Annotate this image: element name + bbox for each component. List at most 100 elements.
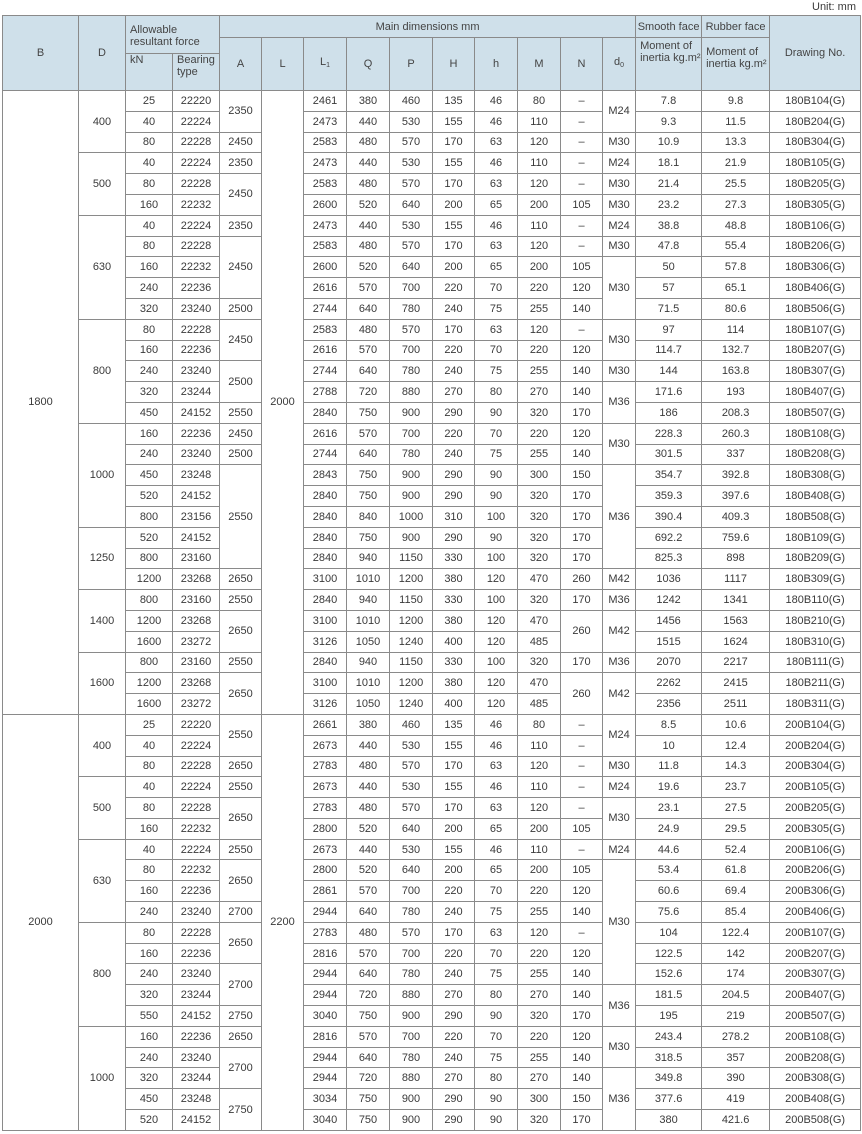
cell-p: 880 bbox=[389, 984, 433, 1007]
cell-h-upper: 270 bbox=[432, 984, 475, 1007]
cell-d0: M24 bbox=[601, 776, 637, 799]
cell-allowable-force: 160 bbox=[125, 339, 173, 362]
cell-q: 570 bbox=[346, 277, 390, 299]
cell-m: 320 bbox=[517, 547, 561, 570]
cell-moment-smooth: 692.2 bbox=[635, 526, 703, 549]
table-row: 1600 23272 3126 1050 1240 400 120 485 2356 2511 18… bbox=[3, 693, 862, 715]
cell-h-lower: 65 bbox=[474, 859, 518, 882]
cell-l1: 2661 bbox=[303, 713, 347, 736]
cell-drawing-no: 180B508(G) bbox=[769, 505, 862, 528]
cell-l1: 2800 bbox=[303, 859, 347, 882]
cell-h-upper: 220 bbox=[432, 880, 475, 903]
cell-d0: M30 bbox=[601, 318, 637, 362]
cell-h-lower: 63 bbox=[474, 131, 518, 154]
cell-a: 2500 bbox=[219, 297, 262, 320]
cell-h-lower: 70 bbox=[474, 942, 518, 965]
cell-n: 150 bbox=[560, 464, 603, 487]
cell-moment-smooth: 11.8 bbox=[635, 755, 703, 778]
cell-q: 840 bbox=[346, 505, 390, 528]
cell-m: 320 bbox=[517, 651, 561, 674]
cell-q: 480 bbox=[346, 173, 390, 195]
cell-q: 480 bbox=[346, 755, 390, 778]
cell-a: 2550 bbox=[219, 838, 262, 861]
cell-moment-rubber: 114 bbox=[701, 318, 771, 341]
cell-p: 1240 bbox=[389, 693, 433, 715]
cell-bearing-type: 22228 bbox=[172, 173, 220, 195]
cell-p: 530 bbox=[389, 838, 433, 861]
cell-bearing-type: 22232 bbox=[172, 859, 220, 882]
cell-p: 700 bbox=[389, 880, 433, 903]
cell-n: – bbox=[560, 755, 603, 778]
table-row: 1200 23268 2650 3100 1010 1200 380 120 470 260 M42… bbox=[3, 568, 862, 591]
cell-d0: M36 bbox=[601, 381, 637, 424]
cell-h-upper: 290 bbox=[432, 1005, 475, 1027]
cell-moment-smooth: 171.6 bbox=[635, 381, 703, 403]
cell-h-upper: 220 bbox=[432, 339, 475, 362]
cell-h-lower: 46 bbox=[474, 90, 518, 112]
cell-h-lower: 63 bbox=[474, 797, 518, 819]
cell-drawing-no: 200B107(G) bbox=[769, 921, 862, 944]
cell-m: 120 bbox=[517, 131, 561, 154]
table-row: 240 23240 2500 2744 640 780 240 75 255 140 301.5 33… bbox=[3, 443, 862, 466]
cell-moment-rubber: 25.5 bbox=[701, 173, 771, 195]
cell-h-lower: 80 bbox=[474, 1067, 518, 1090]
cell-drawing-no: 180B211(G) bbox=[769, 672, 862, 695]
cell-allowable-force: 240 bbox=[125, 963, 173, 986]
cell-h-lower: 46 bbox=[474, 214, 518, 237]
cell-h-upper: 290 bbox=[432, 464, 475, 487]
cell-allowable-force: 40 bbox=[125, 776, 173, 799]
cell-q: 480 bbox=[346, 235, 390, 258]
cell-a: 2750 bbox=[219, 1005, 262, 1027]
cell-q: 750 bbox=[346, 485, 390, 507]
table-row: 160 22236 2861 570 700 220 70 220 120 60.6 69.4 200… bbox=[3, 880, 862, 903]
table-row: 550 24152 2750 3040 750 900 290 90 320 170 195 219 2… bbox=[3, 1005, 862, 1027]
cell-a: 2700 bbox=[219, 1046, 262, 1090]
table-row: 320 23240 2500 2744 640 780 240 75 255 140 71.5 80.… bbox=[3, 297, 862, 320]
cell-moment-smooth: 7.8 bbox=[635, 90, 703, 112]
cell-moment-rubber: 759.6 bbox=[701, 526, 771, 549]
header-b: B bbox=[2, 15, 79, 91]
cell-q: 640 bbox=[346, 963, 390, 986]
cell-n: 260 bbox=[560, 568, 603, 591]
cell-allowable-force: 450 bbox=[125, 1088, 173, 1111]
cell-bearing-type: 22236 bbox=[172, 880, 220, 903]
cell-q: 570 bbox=[346, 880, 390, 903]
cell-h-upper: 270 bbox=[432, 1067, 475, 1090]
cell-drawing-no: 180B310(G) bbox=[769, 630, 862, 653]
cell-bearing-type: 22228 bbox=[172, 921, 220, 944]
cell-l1: 3126 bbox=[303, 630, 347, 653]
cell-m: 220 bbox=[517, 422, 561, 445]
cell-drawing-no: 180B108(G) bbox=[769, 422, 862, 445]
cell-bearing-type: 23240 bbox=[172, 963, 220, 986]
cell-allowable-force: 520 bbox=[125, 1109, 173, 1131]
cell-bearing-type: 24152 bbox=[172, 1005, 220, 1027]
cell-moment-rubber: 2217 bbox=[701, 651, 771, 674]
cell-q: 720 bbox=[346, 1067, 390, 1090]
cell-m: 200 bbox=[517, 859, 561, 882]
cell-m: 320 bbox=[517, 1005, 561, 1027]
cell-d0: M30 bbox=[601, 131, 637, 154]
cell-n: 170 bbox=[560, 589, 603, 611]
cell-l1: 2616 bbox=[303, 277, 347, 299]
cell-m: 110 bbox=[517, 776, 561, 799]
cell-l1: 2800 bbox=[303, 817, 347, 840]
cell-moment-smooth: 1456 bbox=[635, 609, 703, 632]
cell-d0: M36 bbox=[601, 1067, 637, 1131]
cell-h-upper: 400 bbox=[432, 630, 475, 653]
cell-n: 105 bbox=[560, 817, 603, 840]
header-a: A bbox=[219, 37, 262, 91]
cell-l1: 2944 bbox=[303, 963, 347, 986]
table-row: 1800 400 25 22220 2350 2000 2461 380 460 135 46 80–… bbox=[2, 89, 862, 715]
cell-moment-rubber: 27.5 bbox=[701, 797, 771, 819]
cell-allowable-force: 160 bbox=[125, 880, 173, 903]
cell-m: 120 bbox=[517, 318, 561, 341]
cell-moment-smooth: 97 bbox=[635, 318, 703, 341]
cell-l1: 3100 bbox=[303, 609, 347, 632]
cell-l1: 2473 bbox=[303, 214, 347, 237]
cell-bearing-type: 23240 bbox=[172, 443, 220, 466]
cell-l1: 3034 bbox=[303, 1088, 347, 1111]
cell-moment-smooth: 195 bbox=[635, 1005, 703, 1027]
cell-n: 140 bbox=[560, 381, 603, 403]
cell-d0: M30 bbox=[601, 422, 637, 466]
table-row: 80 22228 2450 2583 480 570 170 63 120– M30 21.4 25.… bbox=[3, 173, 862, 216]
